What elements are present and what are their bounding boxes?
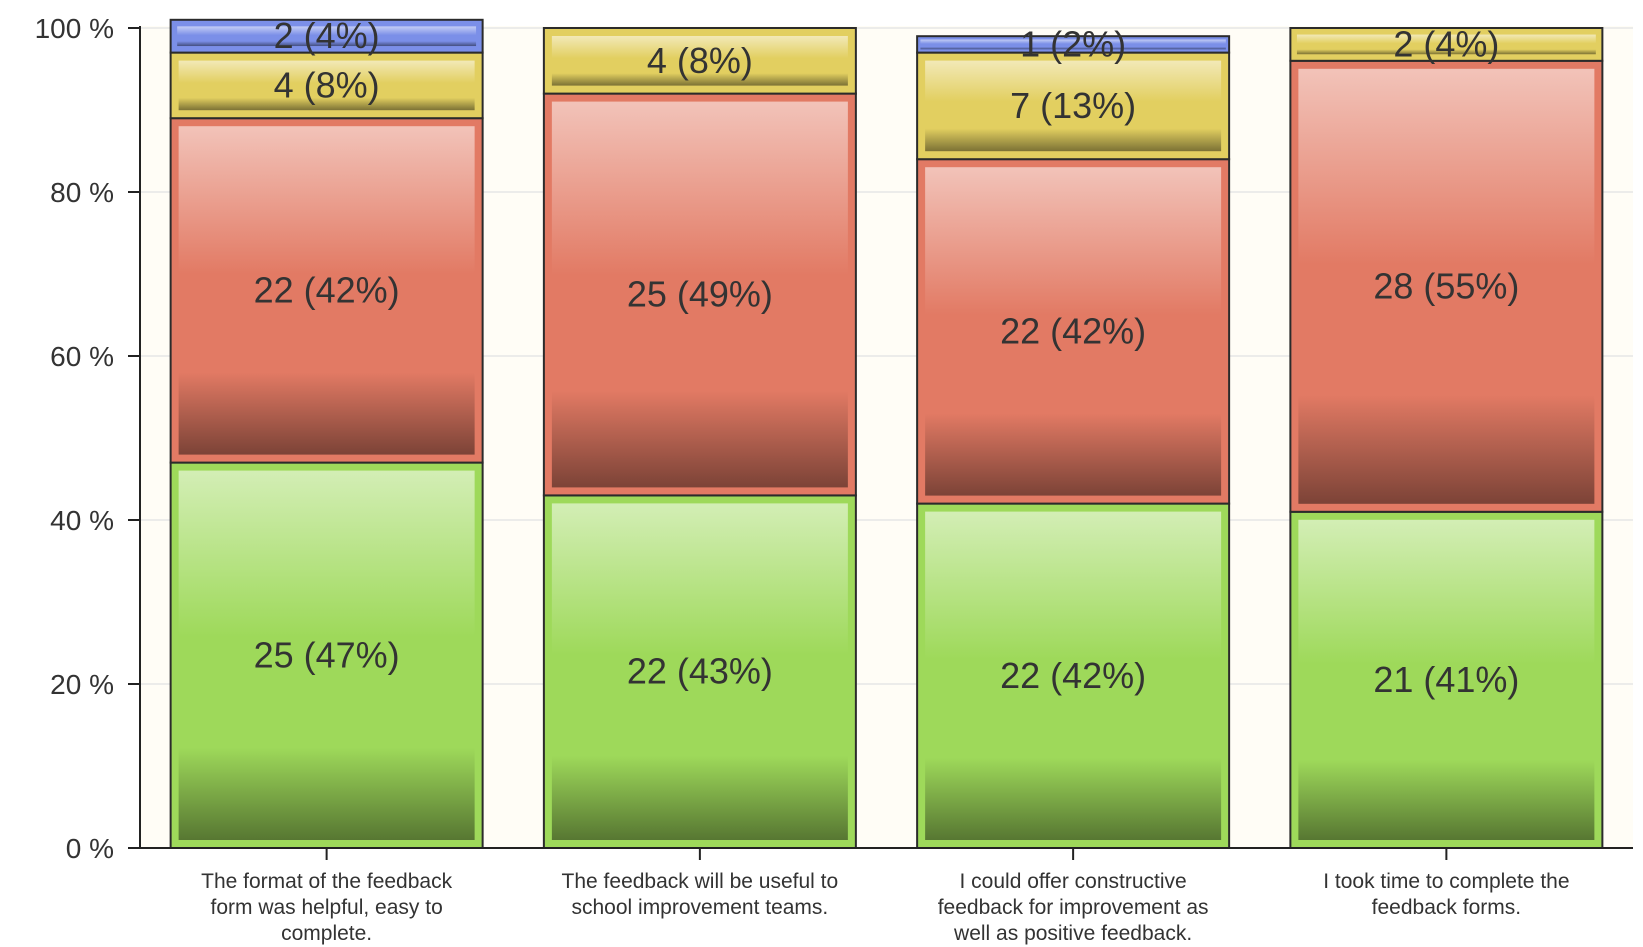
data-label: 1 (2%) <box>1020 23 1126 64</box>
category-label: I could offer constructive feedback for i… <box>938 870 1209 945</box>
category-label: The format of the feedback form was helpf… <box>201 870 452 945</box>
data-label: 4 (8%) <box>274 64 380 105</box>
bar-segment-fill <box>920 39 1226 50</box>
bar-segment-fill <box>551 36 848 86</box>
bar-segment-fill <box>178 470 475 840</box>
data-label: 7 (13%) <box>1010 85 1136 126</box>
data-label: 22 (42%) <box>254 269 400 310</box>
data-label: 28 (55%) <box>1373 265 1519 306</box>
y-tick-label: 20 % <box>50 669 114 700</box>
bar-segment-fill <box>551 503 848 840</box>
x-axis-labels: The format of the feedback form was helpf… <box>201 870 1569 945</box>
bar-segment-fill <box>925 167 1222 496</box>
bar-segment-fill <box>551 101 848 488</box>
bar-segment-fill <box>925 511 1222 840</box>
data-label: 22 (42%) <box>1000 310 1146 351</box>
bar-segment-fill <box>178 60 475 111</box>
y-tick-label: 100 % <box>35 13 114 44</box>
data-label: 4 (8%) <box>647 40 753 81</box>
data-label: 21 (41%) <box>1373 659 1519 700</box>
data-label: 25 (49%) <box>627 274 773 315</box>
category-label: I took time to complete the feedback form… <box>1323 870 1569 919</box>
data-label: 22 (43%) <box>627 651 773 692</box>
data-label: 2 (4%) <box>274 15 380 56</box>
bar-segment-fill <box>925 60 1222 152</box>
bar-segment-fill <box>1298 519 1595 840</box>
y-tick-label: 80 % <box>50 177 114 208</box>
data-label: 25 (47%) <box>254 634 400 675</box>
bar-segment-fill <box>1298 68 1595 504</box>
axes-group: 0 % 20 % 40 % 60 % 80 % 100 % <box>35 13 1633 864</box>
category-label: The feedback will be useful to school imp… <box>562 870 839 919</box>
data-label: 2 (4%) <box>1393 23 1499 64</box>
y-tick-label: 0 % <box>66 833 114 864</box>
data-label: 22 (42%) <box>1000 655 1146 696</box>
y-tick-label: 40 % <box>50 505 114 536</box>
bar-segment-fill <box>177 26 477 47</box>
bar-segment-fill <box>1296 34 1596 55</box>
y-tick-label: 60 % <box>50 341 114 372</box>
bars-group: 25 (47%) 22 (42%) 4 (8%) 2 (4%) 22 (43%) 25 (… <box>169 15 1604 849</box>
bar-segment-fill <box>178 126 475 455</box>
